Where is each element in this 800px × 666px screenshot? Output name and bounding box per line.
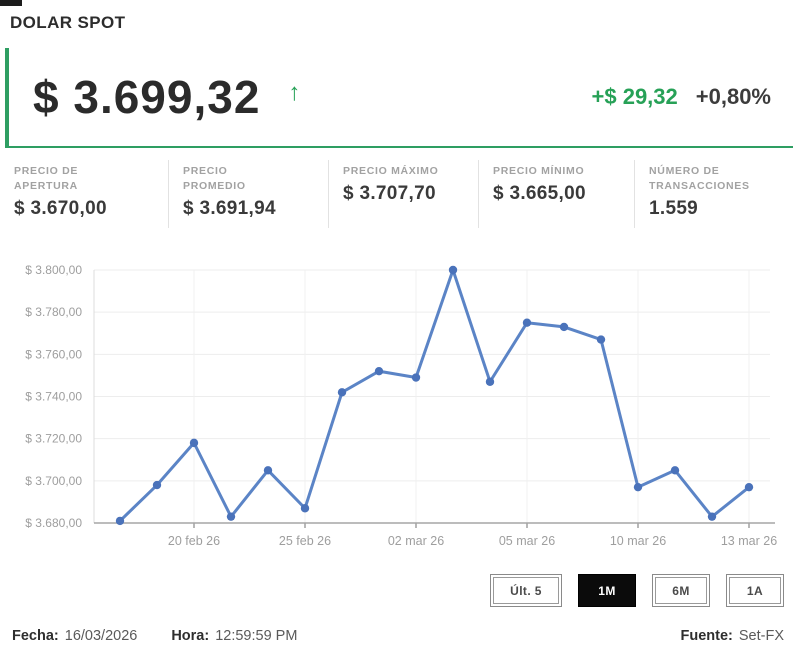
chart-point[interactable] [411,373,421,382]
stat-value: $ 3.707,70 [343,183,436,205]
page-title: DOLAR SPOT [10,13,126,32]
source-value: Set-FX [738,628,784,644]
range-button-6m[interactable]: 6M [652,574,710,607]
time-value: 12:59:59 PM [215,628,298,644]
footer-time: Hora: 12:59:59 PM [171,628,297,644]
date-label: Fecha: [12,628,59,644]
footer-date: Fecha: 16/03/2026 [12,628,137,644]
y-axis-tick-label: $ 3.760,00 [25,347,82,361]
stat-minimo: PRECIO MÍNIMO $ 3.665,00 [478,160,634,228]
stat-transacciones: NÚMERO DE TRANSACCIONES 1.559 [634,160,800,228]
stat-value: 1.559 [649,198,699,220]
stat-maximo: PRECIO MÁXIMO $ 3.707,70 [328,160,478,228]
stat-label: PRECIO PROMEDIO [183,165,246,193]
stat-value: $ 3.665,00 [493,183,586,205]
x-axis-tick-label: 13 mar 26 [721,534,777,548]
y-axis-tick-label: $ 3.780,00 [25,305,82,319]
x-axis-tick-label: 25 feb 26 [279,534,331,548]
y-axis-tick-label: $ 3.720,00 [25,432,82,446]
x-axis-tick-label: 10 mar 26 [610,534,666,548]
x-axis-tick-label: 02 mar 26 [388,534,444,548]
range-button-ult5[interactable]: Últ. 5 [490,574,562,607]
up-arrow-icon: ↑ [288,79,301,106]
stat-promedio: PRECIO PROMEDIO $ 3.691,94 [168,160,328,228]
chart-point[interactable] [263,466,273,475]
chart-point[interactable] [337,388,347,397]
footer-bar: Fecha: 16/03/2026 Hora: 12:59:59 PM Fuen… [0,628,800,644]
chart-point[interactable] [374,367,384,376]
price-history-chart[interactable]: $ 3.800,00 $ 3.780,00 $ 3.760,00 $ 3.740,00… [8,258,798,558]
date-value: 16/03/2026 [64,628,138,644]
x-axis-tick-label: 05 mar 26 [499,534,555,548]
chart-point[interactable] [226,512,236,521]
stat-value: $ 3.670,00 [14,198,107,220]
stat-label: PRECIO MÁXIMO [343,165,439,177]
range-button-1a[interactable]: 1A [726,574,784,607]
chart-point[interactable] [115,516,125,526]
stat-label: NÚMERO DE TRANSACCIONES [649,165,750,193]
chart-point[interactable] [707,512,717,521]
chart-point[interactable] [300,504,310,513]
chart-point[interactable] [596,335,606,344]
stat-value: $ 3.691,94 [183,198,276,220]
chart-point[interactable] [448,265,458,275]
daily-stats-row: PRECIO DE APERTURA $ 3.670,00 PRECIO PRO… [0,160,800,228]
stat-apertura: PRECIO DE APERTURA $ 3.670,00 [0,160,168,228]
change-percent: +0,80% [695,84,771,109]
y-axis-tick-label: $ 3.800,00 [25,263,82,277]
chart-point[interactable] [522,318,532,327]
price-chart-svg: $ 3.800,00 $ 3.780,00 $ 3.760,00 $ 3.740,00… [25,263,777,548]
chart-point[interactable] [744,482,754,492]
current-quote-panel: $ 3.699,32 ↑ +$ 29,32 +0,80% [5,48,793,148]
cropped-corner-artifact [0,0,22,6]
y-axis-tick-label: $ 3.700,00 [25,474,82,488]
current-price: $ 3.699,32 [33,71,261,123]
footer-source: Fuente: Set-FX [681,628,784,644]
y-axis-tick-label: $ 3.740,00 [25,390,82,404]
stat-label: PRECIO MÍNIMO [493,165,585,177]
range-button-1m[interactable]: 1M [578,574,636,607]
chart-point[interactable] [152,480,162,490]
chart-line [118,268,751,523]
chart-point[interactable] [633,482,643,492]
y-axis-tick-label: $ 3.680,00 [25,516,82,530]
range-selector: Últ. 5 1M 6M 1A [490,574,784,607]
chart-point[interactable] [485,377,495,386]
change-absolute: +$ 29,32 [591,84,678,109]
x-axis-tick-label: 20 feb 26 [168,534,220,548]
chart-point[interactable] [189,438,199,448]
price-changes: +$ 29,32 +0,80% [592,84,771,110]
stat-label: PRECIO DE APERTURA [14,165,79,193]
chart-point[interactable] [670,466,680,475]
time-label: Hora: [171,628,210,644]
chart-point[interactable] [559,322,569,332]
source-label: Fuente: [680,628,733,644]
